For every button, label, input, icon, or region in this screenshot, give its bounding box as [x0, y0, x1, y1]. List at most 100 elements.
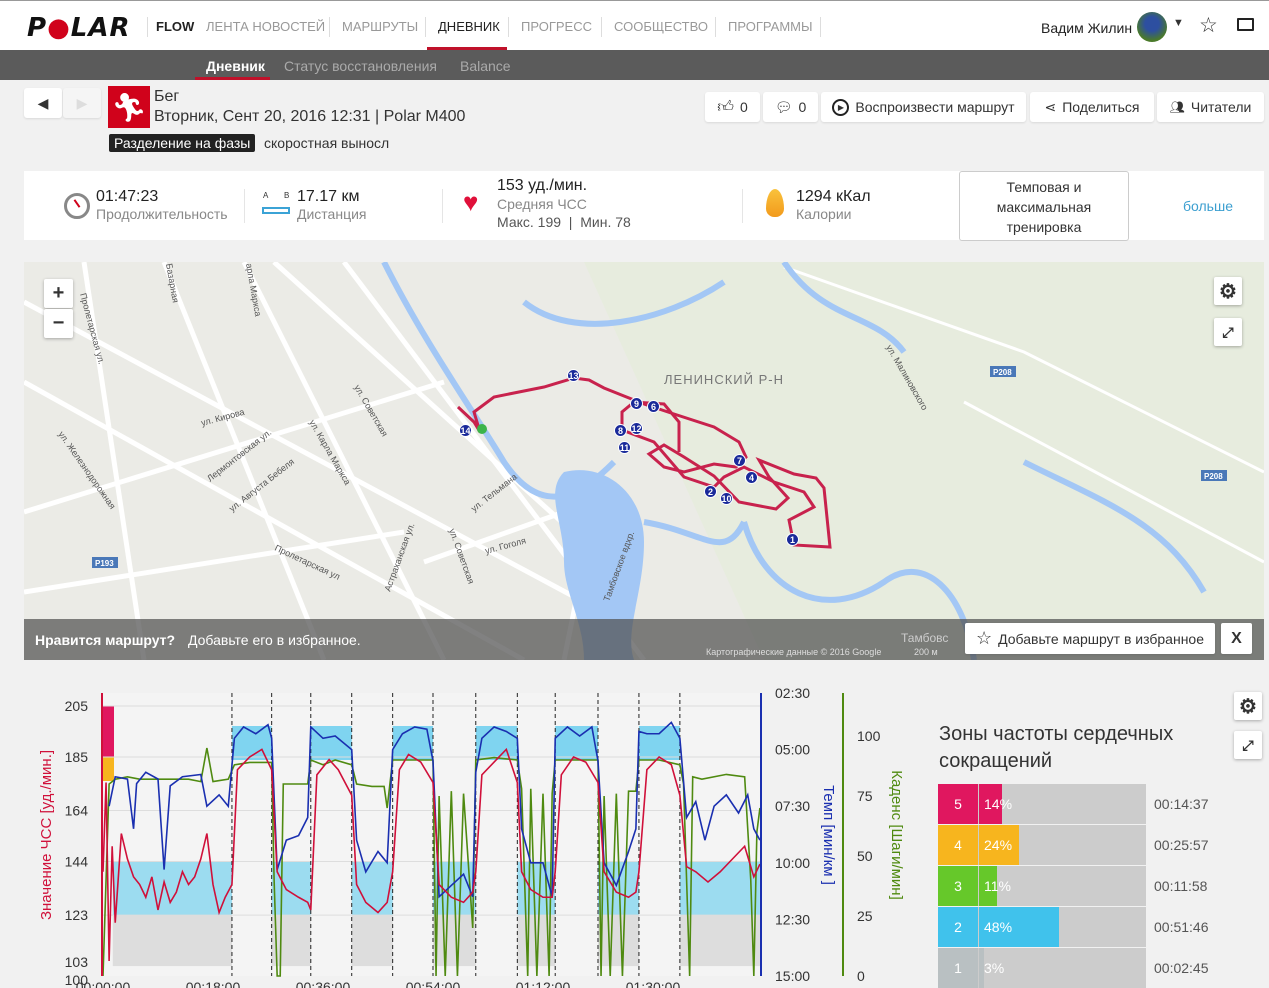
zone-bar: [979, 866, 998, 906]
next-button[interactable]: ▶: [63, 88, 101, 118]
hr-axis-title: Значение ЧСС [уд./мин.]: [38, 750, 55, 920]
time-tick-label: 01:12:00: [516, 979, 571, 988]
star-icon[interactable]: ☆: [1199, 14, 1218, 37]
cadence-tick-label: 100: [857, 728, 881, 744]
comment-button[interactable]: 💬︎ 0: [763, 92, 818, 122]
phase-badge: Разделение на фазы: [109, 134, 256, 152]
zone-time: 00:14:37: [1154, 796, 1209, 812]
zone-row: 1 3%: [938, 948, 1146, 988]
people-icon: 👥︎: [1169, 100, 1185, 114]
map-canvas[interactable]: Базарная арла Маркса Пролетарская ул. ул…: [24, 262, 1264, 660]
route-marker[interactable]: 9: [630, 397, 643, 410]
running-icon: 🏃︎: [108, 86, 150, 128]
user-name[interactable]: Вадим Жилин: [1041, 20, 1133, 36]
route-marker[interactable]: 13: [567, 369, 580, 382]
hr-tick-label: 100: [65, 972, 89, 988]
route-marker[interactable]: 8: [614, 424, 627, 437]
nav-flow[interactable]: FLOW: [156, 19, 195, 34]
map-scale: 200 м: [914, 647, 938, 657]
training-benefit[interactable]: Темповая и максимальная тренировка: [959, 171, 1129, 241]
message-icon[interactable]: [1237, 18, 1254, 31]
expand-icon: ⤢: [1222, 323, 1234, 340]
hr-tick-label: 103: [65, 954, 89, 970]
map-settings-button[interactable]: ⚙︎: [1214, 277, 1242, 305]
duration-value: 01:47:23: [96, 188, 159, 205]
hr-avg-value: 153 уд./мин.: [497, 177, 588, 194]
banner-question: Нравится маршрут?: [35, 632, 176, 648]
avatar[interactable]: [1137, 12, 1167, 42]
route-marker[interactable]: 12: [630, 422, 643, 435]
pace-tick-label: 15:00: [775, 968, 810, 984]
subnav-recovery[interactable]: Статус восстановления: [284, 58, 437, 74]
heart-icon: ♥: [463, 187, 479, 217]
time-tick-label: 00:54:00: [406, 979, 461, 988]
subnav-diary[interactable]: Дневник: [206, 58, 265, 74]
zoom-out-button[interactable]: −: [44, 309, 73, 338]
zone-bar: [979, 907, 1060, 947]
favorite-banner: Нравится маршрут? Добавьте его в избранн…: [24, 619, 1264, 660]
prev-button[interactable]: ◀: [24, 88, 62, 118]
nav-community[interactable]: СООБЩЕСТВО: [614, 19, 708, 34]
time-tick-label: 00:36:00: [296, 979, 351, 988]
cadence-tick-label: 50: [857, 848, 873, 864]
route-marker[interactable]: 11: [618, 441, 631, 454]
like-button[interactable]: 👍︎ 0: [705, 92, 760, 122]
replay-route-button[interactable]: ▶ Воспроизвести маршрут: [821, 92, 1026, 122]
zone-row: 3 11%: [938, 866, 1146, 906]
road-sign: P193: [95, 559, 114, 568]
route-marker[interactable]: 14: [459, 424, 472, 437]
pace-axis-title: Темп [мин/км ]: [820, 785, 837, 885]
zone-row: 4 24%: [938, 825, 1146, 865]
zone-number: 2: [938, 907, 978, 947]
nav-programs[interactable]: ПРОГРАММЫ: [728, 19, 813, 34]
zone-percent: 11%: [984, 878, 1011, 894]
chevron-down-icon[interactable]: ▼: [1173, 17, 1184, 29]
top-nav: P●LAR FLOW ЛЕНТА НОВОСТЕЙ МАРШРУТЫ ДНЕВН…: [0, 0, 1269, 50]
thumbs-up-icon: 👍︎: [717, 98, 734, 116]
chart-settings-button[interactable]: ⚙︎: [1234, 692, 1262, 720]
pace-tick-label: 02:30: [775, 685, 810, 701]
comment-icon: 💬︎: [774, 98, 793, 115]
followers-button[interactable]: 👥︎ Читатели: [1157, 92, 1264, 122]
more-link[interactable]: больше: [1183, 198, 1233, 214]
series-line-hr: [102, 747, 761, 962]
nav-progress[interactable]: ПРОГРЕСС: [521, 19, 592, 34]
arrow-right-icon: ▶: [76, 94, 88, 111]
chart-fullscreen-button[interactable]: ⤢: [1234, 731, 1262, 759]
phase-name: скоростная выносл: [264, 135, 390, 151]
route-marker[interactable]: 4: [745, 471, 758, 484]
route-marker[interactable]: 2: [704, 485, 717, 498]
interval-target-band: [638, 726, 680, 760]
close-banner-button[interactable]: X: [1221, 623, 1252, 654]
route-marker[interactable]: 10: [720, 492, 733, 505]
hr-tick-label: 123: [65, 907, 89, 923]
nav-diary[interactable]: ДНЕВНИК: [438, 19, 500, 34]
subnav-balance[interactable]: Balance: [460, 58, 511, 74]
map-attribution: Картографические данные © 2016 Google: [706, 647, 882, 657]
add-favorite-button[interactable]: ☆ Добавьте маршрут в избранное: [965, 623, 1215, 654]
cadence-tick-label: 0: [857, 968, 865, 984]
fullscreen-button[interactable]: ⤢: [1214, 318, 1242, 346]
zone-percent: 48%: [984, 919, 1013, 935]
cadence-tick-label: 75: [857, 788, 873, 804]
zone-number: 3: [938, 866, 978, 906]
stopwatch-icon: [64, 193, 90, 219]
zone-row: 2 48%: [938, 907, 1146, 947]
route-marker[interactable]: 6: [647, 400, 660, 413]
hr-zone-band: [432, 915, 476, 967]
map-label: Тамбовс: [901, 631, 949, 645]
zone-percent: 14%: [984, 796, 1013, 812]
hr-tick-label: 144: [65, 854, 89, 870]
route-marker[interactable]: 7: [733, 454, 746, 467]
zoom-in-button[interactable]: +: [44, 279, 73, 308]
time-tick-label: 00:18:00: [186, 979, 241, 988]
route-marker[interactable]: 1: [786, 533, 799, 546]
pace-tick-label: 05:00: [775, 742, 810, 758]
polar-logo[interactable]: P●LAR: [27, 13, 131, 43]
nav-feed[interactable]: ЛЕНТА НОВОСТЕЙ: [206, 19, 326, 34]
training-chart[interactable]: 205 185 164 144 123 103 100 02:30 05:00 07:30 10:0…: [0, 680, 920, 988]
route-map[interactable]: Базарная арла Маркса Пролетарская ул. ул…: [24, 262, 1264, 660]
banner-text: Добавьте его в избранное.: [188, 632, 361, 648]
share-button[interactable]: ⋖ Поделиться: [1030, 92, 1154, 122]
nav-routes[interactable]: МАРШРУТЫ: [342, 19, 419, 34]
